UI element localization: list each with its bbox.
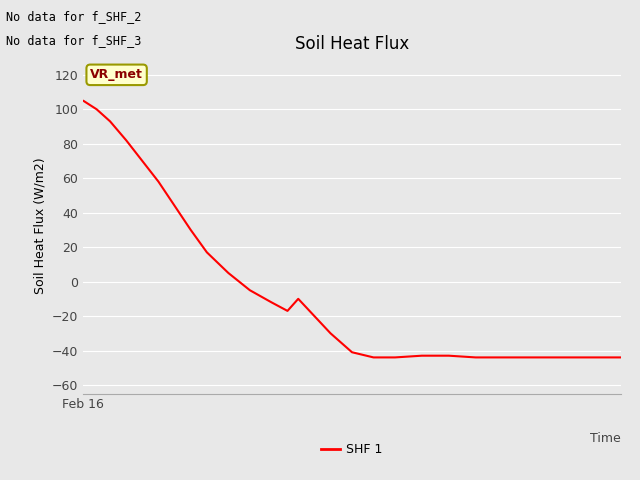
Legend: SHF 1: SHF 1	[316, 438, 388, 461]
Text: No data for f_SHF_3: No data for f_SHF_3	[6, 34, 142, 47]
Title: Soil Heat Flux: Soil Heat Flux	[295, 35, 409, 53]
Text: Time: Time	[590, 432, 621, 445]
Text: No data for f_SHF_2: No data for f_SHF_2	[6, 10, 142, 23]
Y-axis label: Soil Heat Flux (W/m2): Soil Heat Flux (W/m2)	[33, 157, 47, 294]
Text: VR_met: VR_met	[90, 68, 143, 81]
